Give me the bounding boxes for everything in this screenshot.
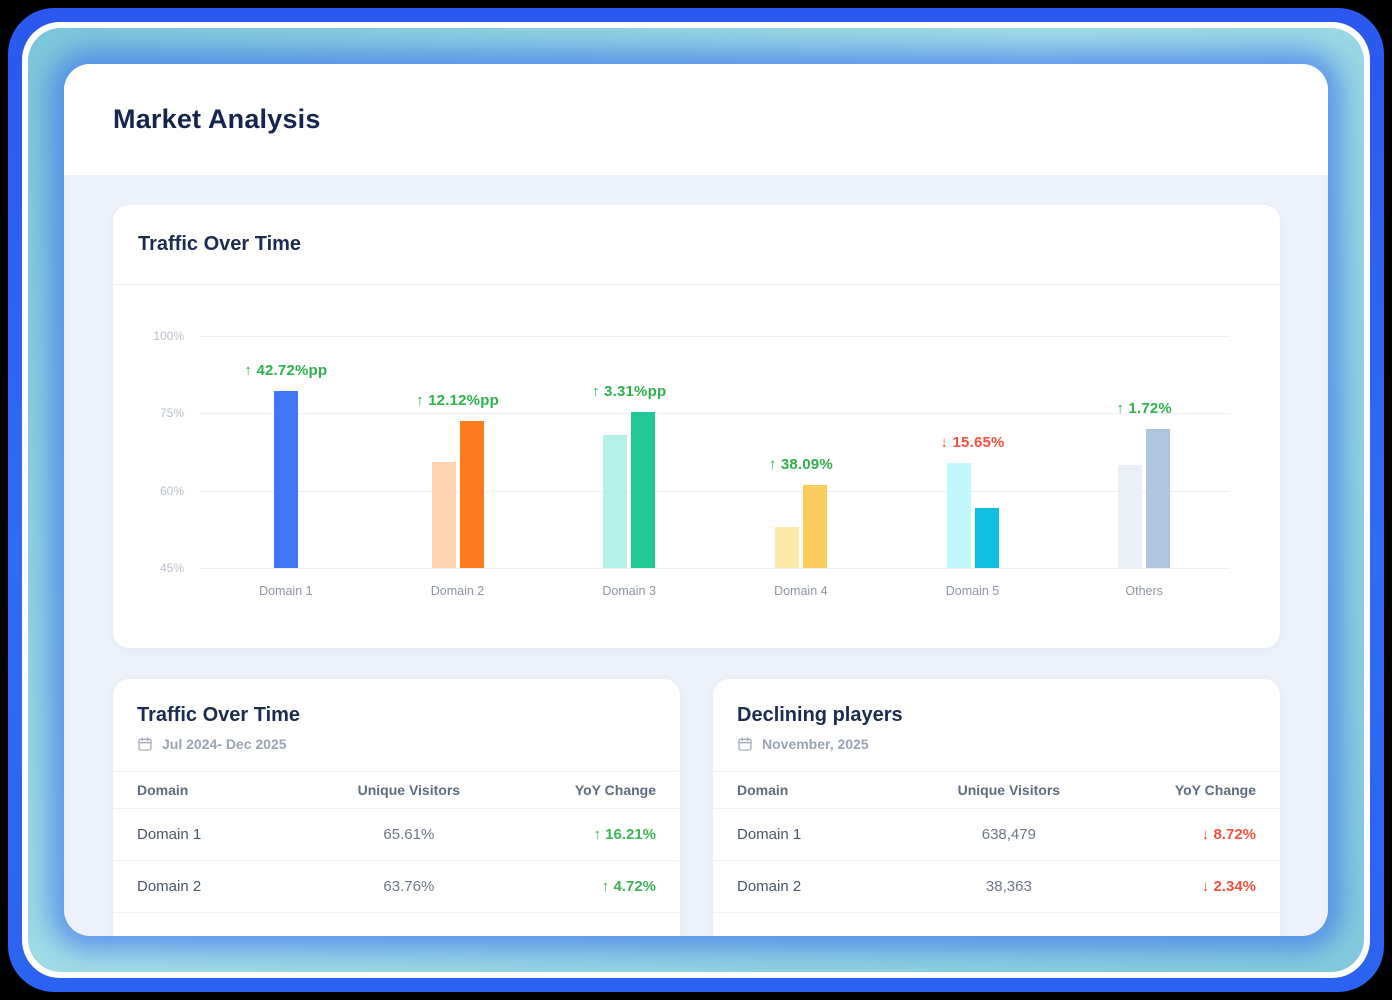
bar-previous[interactable] (946, 463, 971, 568)
x-axis-label: Domain 2 (430, 584, 485, 598)
table-row: Domain 1 65.61% ↑ 16.21% (113, 809, 680, 861)
decorative-teal-ring: Market Analysis Traffic Over Time (28, 28, 1364, 972)
cell-yoy-change: ↓ 2.34% (1201, 878, 1256, 895)
date-range-label: November, 2025 (762, 736, 869, 752)
chart-card-title: Traffic Over Time (138, 233, 302, 255)
x-axis-label: Domain 5 (945, 584, 1000, 598)
table-row: Domain 2 63.76% ↑ 4.72% (113, 861, 680, 913)
x-axis-label: Domain 4 (774, 584, 828, 598)
cell-domain: Domain 2 (137, 878, 202, 895)
table-card: Declining players (713, 679, 1280, 936)
cell-visitors: 63.76% (383, 878, 435, 895)
table-column-headers: Domain Unique Visitors YoY Change (713, 771, 1280, 809)
y-axis-tick: 100% (153, 329, 184, 343)
chart-card-header: Traffic Over Time (113, 205, 1280, 285)
bar-current[interactable] (459, 420, 484, 568)
cell-visitors: 65.61% (383, 826, 435, 843)
table-header-block: Declining players (713, 679, 1280, 752)
column-header-domain: Domain (137, 782, 189, 798)
tables-row: Traffic Over Time (113, 679, 1280, 936)
bar-previous[interactable] (774, 526, 799, 568)
bar-pair (431, 420, 484, 568)
bar-previous[interactable] (431, 462, 456, 568)
cell-yoy-change: ↑ 16.21% (593, 826, 656, 843)
bar-current[interactable] (1146, 429, 1171, 568)
y-axis-tick: 75% (159, 406, 184, 420)
chart-plot: 100% 75% 60% 45% ↑ 42.72%pp Domain 1 ↑ 12.… (153, 329, 1230, 598)
bar-current[interactable] (631, 412, 656, 568)
app-header: Market Analysis (64, 64, 1328, 175)
table-body: Domain 1 65.61% ↑ 16.21% Domain 2 63.76% ↑ 4.… (113, 809, 680, 913)
bar-pair (774, 485, 827, 568)
traffic-chart-card: Traffic Over Time 100% 75% 60% 45% (113, 205, 1280, 648)
gridline (200, 568, 1230, 569)
date-range: November, 2025 (737, 736, 1256, 752)
cell-domain: Domain 1 (737, 826, 802, 843)
gridline (200, 491, 1230, 492)
bar-pair (603, 412, 656, 568)
bar-pair (273, 391, 298, 568)
cell-domain: Domain 2 (737, 878, 802, 895)
x-axis-label: Domain 3 (602, 584, 656, 598)
column-header-visitors: Unique Visitors (957, 782, 1061, 798)
yoy-annotation: ↑ 12.12%pp (416, 391, 499, 409)
cell-domain: Domain 1 (137, 826, 202, 843)
gridline (200, 413, 1230, 414)
column-header-visitors: Unique Visitors (357, 782, 461, 798)
gridline (200, 336, 1230, 337)
bar-current[interactable] (273, 391, 298, 568)
yoy-annotation: ↑ 42.72%pp (244, 362, 328, 380)
yoy-annotation: ↑ 3.31%pp (591, 383, 667, 401)
calendar-icon (137, 736, 153, 752)
cell-yoy-change: ↑ 4.72% (601, 878, 656, 895)
x-axis-label: Others (1125, 584, 1163, 598)
cell-yoy-change: ↓ 8.72% (1201, 826, 1256, 843)
yoy-annotation: ↑ 1.72% (1116, 400, 1172, 418)
bar-previous[interactable] (603, 435, 628, 568)
table-row: Domain 1 638,479 ↓ 8.72% (713, 809, 1280, 861)
cell-visitors: 38,363 (985, 878, 1032, 895)
table-title: Traffic Over Time (137, 704, 301, 726)
bar-current[interactable] (974, 507, 999, 568)
yoy-annotation: ↑ 38.09% (768, 456, 833, 474)
table-card: Traffic Over Time (113, 679, 680, 936)
x-axis-label: Domain 1 (259, 584, 313, 598)
y-axis-tick: 45% (159, 561, 184, 575)
table-header-block: Traffic Over Time (113, 679, 680, 752)
table-title: Declining players (737, 704, 903, 726)
app-window: Market Analysis Traffic Over Time (64, 64, 1328, 936)
table-column-headers: Domain Unique Visitors YoY Change (113, 771, 680, 809)
app-body: Traffic Over Time 100% 75% 60% 45% (64, 175, 1328, 936)
date-range: Jul 2024- Dec 2025 (137, 736, 656, 752)
yoy-annotation: ↓ 15.65% (940, 434, 1005, 452)
decorative-white-ring: Market Analysis Traffic Over Time (22, 22, 1370, 978)
table-body: Domain 1 638,479 ↓ 8.72% Domain 2 38,363 ↓ 2.… (713, 809, 1280, 913)
bar-current[interactable] (802, 485, 827, 568)
date-range-label: Jul 2024- Dec 2025 (162, 736, 287, 752)
column-header-change: YoY Change (1174, 782, 1256, 798)
y-axis-tick: 60% (159, 484, 184, 498)
calendar-icon (737, 736, 753, 752)
page-title: Market Analysis (113, 104, 321, 134)
table-row: Domain 2 38,363 ↓ 2.34% (713, 861, 1280, 913)
bar-previous[interactable] (1118, 465, 1143, 568)
bar-pair (946, 463, 999, 568)
column-header-domain: Domain (737, 782, 789, 798)
column-header-change: YoY Change (574, 782, 656, 798)
bar-pair (1118, 429, 1171, 568)
decorative-outer-frame: Market Analysis Traffic Over Time (8, 8, 1384, 992)
cell-visitors: 638,479 (981, 826, 1036, 843)
